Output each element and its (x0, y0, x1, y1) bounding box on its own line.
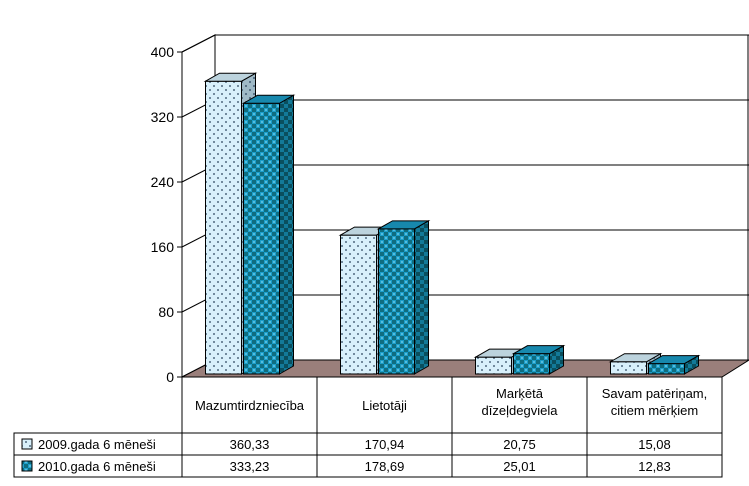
y-tick-label: 160 (151, 239, 175, 255)
plot-walls (181, 34, 749, 378)
legend-label: 2009.gada 6 mēneši (38, 437, 156, 452)
category-label: Savam patēriņam, (602, 386, 708, 401)
category-label: Lietotāji (362, 398, 407, 413)
data-table: Mazumtirdzniecība Lietotāji Marķētā dīzeļde… (13, 376, 723, 478)
data-label: 170,94 (365, 437, 405, 452)
gridline (181, 34, 749, 53)
bar-2-2 (376, 219, 431, 375)
category-label: dīzeļdegviela (482, 403, 559, 418)
back-wall (214, 34, 749, 361)
category-label: Marķētā (496, 386, 544, 401)
y-tick-label: 0 (166, 369, 174, 385)
bars (203, 72, 701, 375)
data-label: 178,69 (365, 459, 405, 474)
category-label: Mazumtirdzniecība (195, 398, 305, 413)
data-label: 360,33 (230, 437, 270, 452)
data-label: 333,23 (230, 459, 270, 474)
bar-2-3 (511, 344, 566, 375)
data-label: 15,08 (638, 437, 671, 452)
bar-2-1 (241, 94, 296, 375)
data-label: 25,01 (503, 459, 536, 474)
y-tick-label: 240 (151, 174, 175, 190)
bar-2-4 (646, 354, 701, 375)
category-label: citiem mērķiem (611, 403, 698, 418)
y-axis: 0 80 160 240 320 400 (151, 44, 183, 385)
y-tick-label: 320 (151, 109, 175, 125)
legend-swatch (21, 460, 33, 472)
data-label: 12,83 (638, 459, 671, 474)
y-tick-label: 80 (158, 304, 174, 320)
legend-label: 2010.gada 6 mēneši (38, 459, 156, 474)
y-tick-label: 400 (151, 44, 175, 60)
legend-swatch (21, 438, 33, 450)
data-label: 20,75 (503, 437, 536, 452)
